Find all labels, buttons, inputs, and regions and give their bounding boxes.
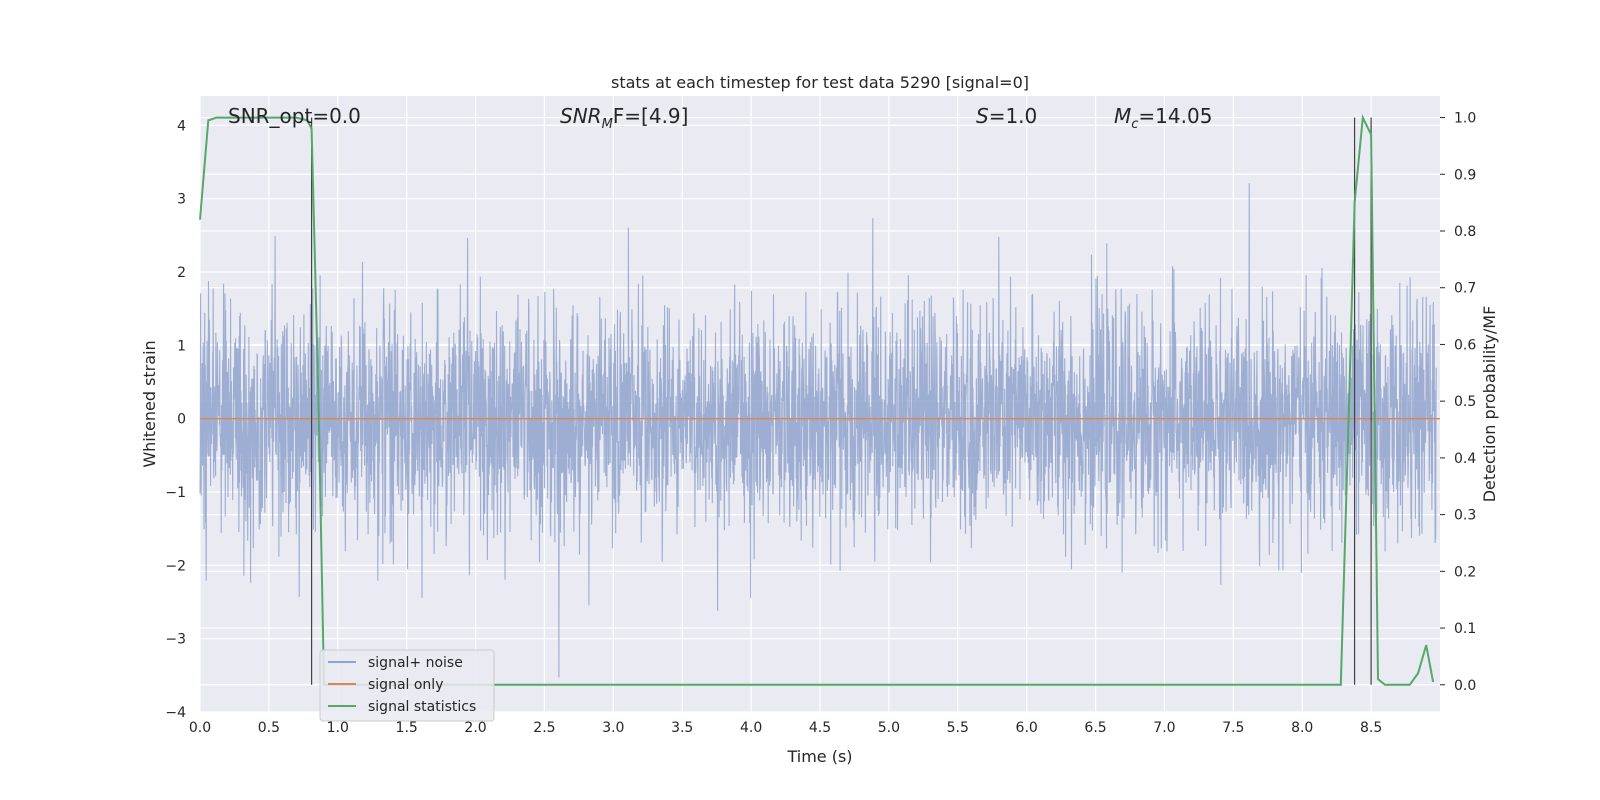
x-tick-label: 7.5 <box>1222 720 1244 736</box>
y-tick-label-right: 0.8 <box>1454 224 1476 240</box>
annotation-snr-mf-rest: F=[4.9] <box>613 104 689 128</box>
y-tick-label-right: 0.3 <box>1454 508 1476 524</box>
x-tick-label: 0.0 <box>189 720 211 736</box>
x-axis-label: Time (s) <box>786 747 852 766</box>
annotation-mc-main: M <box>1114 104 1131 128</box>
y-tick-label-left: 1 <box>177 338 186 354</box>
y-tick-label-right: 0.5 <box>1454 394 1476 410</box>
y-tick-label-left: 3 <box>177 192 186 208</box>
x-tick-label: 8.5 <box>1360 720 1382 736</box>
x-tick-label: 8.0 <box>1291 720 1313 736</box>
y-tick-label-right: 0.9 <box>1454 167 1476 183</box>
y-tick-label-left: 0 <box>177 412 186 428</box>
x-tick-label: 6.0 <box>1016 720 1038 736</box>
y-tick-label-left: −1 <box>165 485 186 501</box>
legend-label-signal-only: signal only <box>368 677 443 693</box>
x-tick-label: 5.0 <box>878 720 900 736</box>
x-tick-label: 6.5 <box>1084 720 1106 736</box>
y-tick-label-right: 0.2 <box>1454 564 1476 580</box>
annotation-mc-rest: =14.05 <box>1138 104 1212 128</box>
y-tick-label-left: 4 <box>177 118 186 134</box>
x-tick-label: 2.0 <box>464 720 486 736</box>
plot-area <box>199 96 1440 713</box>
x-tick-label: 0.5 <box>258 720 280 736</box>
x-tick-label: 3.0 <box>602 720 624 736</box>
annotation-snr-mf-sub: M <box>602 117 613 132</box>
signal-statistics-line <box>199 113 1435 686</box>
x-tick-label: 1.5 <box>396 720 418 736</box>
x-tick-label: 7.0 <box>1153 720 1175 736</box>
y-tick-labels-right: 1.0 0.9 0.8 0.7 0.6 0.5 0.4 0.3 0.2 0.1 0.0 <box>1440 111 1476 694</box>
y-axis-label-left: Whitened strain <box>140 340 159 467</box>
annotation-s: S=1.0 <box>976 104 1037 128</box>
annotation-snr-mf-main: SNR <box>560 104 602 128</box>
legend: signal+ noise signal only signal statist… <box>319 649 495 722</box>
series-signal-noise <box>199 183 1437 678</box>
y-tick-label-left: 2 <box>177 265 186 281</box>
y-tick-label-right: 0.7 <box>1454 281 1476 297</box>
x-tick-label: 5.5 <box>947 720 969 736</box>
y-tick-label-right: 0.0 <box>1454 678 1476 694</box>
y-tick-label-right: 0.6 <box>1454 337 1476 353</box>
annotation-snr-opt: SNR_opt=0.0 <box>228 104 361 128</box>
y-tick-label-right: 0.1 <box>1454 621 1476 637</box>
y-tick-label-left: −3 <box>165 632 186 648</box>
x-tick-label: 3.5 <box>671 720 693 736</box>
y-tick-label-right: 0.4 <box>1454 451 1476 467</box>
y-tick-label-left: −2 <box>165 558 186 574</box>
y-tick-label-right: 1.0 <box>1454 111 1476 127</box>
y-tick-labels-left: 4 3 2 1 0 −1 −2 −3 −4 <box>165 118 186 721</box>
y-tick-label-left: −4 <box>165 705 186 721</box>
legend-label-signal-statistics: signal statistics <box>368 699 476 715</box>
annotation-mc: Mc=14.05 <box>1114 104 1212 132</box>
annotation-snr-mf: SNRMF=[4.9] <box>560 104 688 132</box>
annotation-mc-sub: c <box>1131 117 1138 132</box>
annotation-s-rest: =1.0 <box>989 104 1038 128</box>
legend-label-signal-noise: signal+ noise <box>368 655 463 671</box>
chart-title: stats at each timestep for test data 529… <box>611 73 1029 92</box>
x-tick-label: 4.0 <box>740 720 762 736</box>
annotation-s-main: S <box>976 104 989 128</box>
x-tick-label: 4.5 <box>809 720 831 736</box>
y-axis-label-right: Detection probability/MF <box>1480 306 1499 503</box>
x-tick-labels: 0.0 0.5 1.0 1.5 2.0 2.5 3.0 3.5 4.0 4.5 5.0 5.5 6.0 6… <box>189 720 1382 736</box>
x-tick-label: 2.5 <box>533 720 555 736</box>
series-signal-statistics <box>199 113 1435 686</box>
signal-noise-line <box>199 183 1437 678</box>
legend-frame <box>319 649 495 722</box>
x-tick-label: 1.0 <box>327 720 349 736</box>
